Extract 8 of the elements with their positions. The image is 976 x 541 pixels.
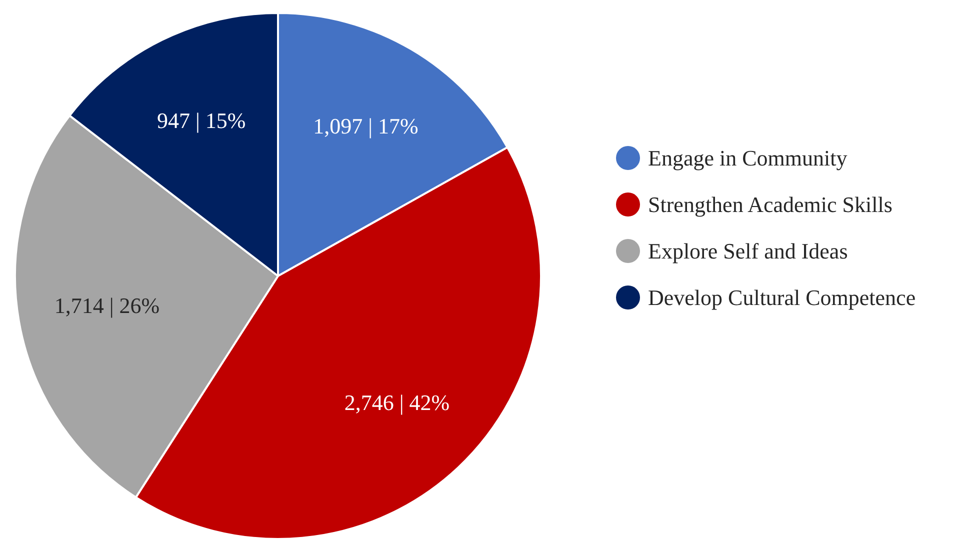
legend-label: Explore Self and Ideas [648,238,848,264]
data-label: 1,714 | 26% [54,293,160,318]
data-label: 1,097 | 17% [313,114,418,139]
data-label: 2,746 | 42% [344,390,450,415]
data-label: 947 | 15% [156,108,246,133]
legend-label: Engage in Community [648,146,848,170]
legend-label: Strengthen Academic Skills [648,192,892,217]
legend-label: Develop Cultural Competence [648,285,916,310]
